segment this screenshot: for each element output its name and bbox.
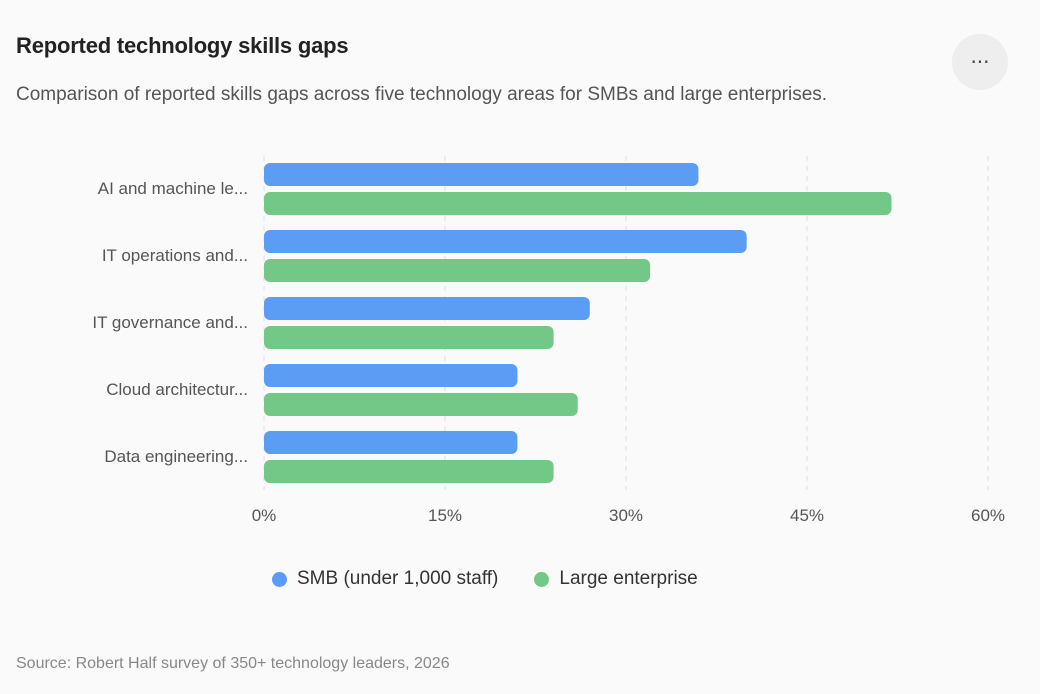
bar-large-2 bbox=[264, 326, 554, 349]
bar-smb-3 bbox=[264, 364, 518, 387]
more-options-icon: ··· bbox=[970, 50, 990, 74]
category-label-2: IT governance and... bbox=[92, 313, 248, 332]
bar-large-0 bbox=[264, 192, 892, 215]
bar-smb-0 bbox=[264, 163, 699, 186]
bar-smb-4 bbox=[264, 431, 518, 454]
legend-item-large[interactable]: Large enterprise bbox=[534, 568, 698, 590]
x-tick-label-0: 0% bbox=[252, 506, 277, 525]
legend-label-large: Large enterprise bbox=[559, 568, 698, 589]
category-label-3: Cloud architectur... bbox=[106, 380, 248, 399]
x-tick-label-1: 15% bbox=[428, 506, 462, 525]
bar-large-3 bbox=[264, 393, 578, 416]
legend-swatch-large bbox=[534, 571, 550, 587]
source-note: Source: Robert Half survey of 350+ techn… bbox=[16, 655, 450, 672]
bar-smb-2 bbox=[264, 297, 590, 320]
category-label-1: IT operations and... bbox=[102, 246, 248, 265]
bar-smb-1 bbox=[264, 230, 747, 253]
chart-subtitle: Comparison of reported skills gaps acros… bbox=[16, 84, 828, 105]
category-label-0: AI and machine le... bbox=[98, 179, 248, 198]
more-options-button[interactable]: ··· bbox=[952, 34, 1008, 90]
legend-swatch-smb bbox=[272, 571, 287, 587]
x-tick-label-4: 60% bbox=[971, 506, 1005, 525]
bar-chart: AI and machine le... IT operations and...… bbox=[92, 156, 1005, 525]
bar-large-4 bbox=[264, 460, 554, 483]
legend-label-smb: SMB (under 1,000 staff) bbox=[297, 568, 499, 589]
chart-legend: SMB (under 1,000 staff) Large enterprise bbox=[272, 568, 698, 590]
legend-item-smb[interactable]: SMB (under 1,000 staff) bbox=[272, 568, 498, 590]
category-label-4: Data engineering... bbox=[104, 447, 248, 466]
bar-large-1 bbox=[264, 259, 651, 282]
x-tick-label-3: 45% bbox=[790, 506, 824, 525]
chart-title: Reported technology skills gaps bbox=[16, 33, 349, 58]
x-tick-label-2: 30% bbox=[609, 506, 643, 525]
